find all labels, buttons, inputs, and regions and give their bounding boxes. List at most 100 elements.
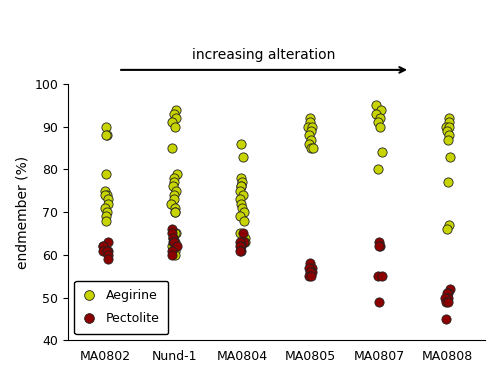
Point	[99, 248, 107, 254]
Point	[102, 192, 110, 198]
Point	[442, 124, 450, 130]
Point	[171, 248, 179, 254]
Point	[168, 248, 176, 254]
Point	[443, 128, 451, 134]
Point	[236, 183, 244, 189]
Point	[304, 141, 312, 147]
Point	[374, 273, 382, 279]
Point	[170, 209, 178, 215]
Point	[169, 183, 177, 189]
Point	[236, 188, 244, 194]
Point	[170, 175, 178, 181]
Point	[236, 239, 244, 245]
Point	[444, 119, 452, 125]
Point	[238, 205, 246, 211]
Point	[307, 128, 315, 134]
Point	[446, 115, 454, 121]
Point	[444, 179, 452, 185]
Point	[444, 294, 452, 301]
Point	[170, 209, 178, 215]
Point	[104, 239, 112, 245]
Point	[307, 145, 315, 151]
Text: increasing alteration: increasing alteration	[192, 48, 336, 62]
Point	[444, 136, 452, 143]
Point	[238, 248, 246, 254]
Point	[236, 201, 244, 207]
Point	[372, 111, 380, 117]
Point	[104, 201, 112, 207]
Point	[172, 231, 180, 237]
Point	[236, 231, 244, 237]
Point	[237, 243, 245, 249]
Point	[168, 252, 176, 258]
Point	[236, 243, 244, 249]
Point	[102, 124, 110, 130]
Point	[168, 119, 176, 125]
Point	[101, 205, 109, 211]
Point	[376, 239, 384, 245]
Point	[241, 239, 249, 245]
Point	[442, 316, 450, 322]
Point	[306, 119, 314, 125]
Point	[446, 132, 454, 138]
Point	[239, 231, 247, 237]
Point	[236, 248, 244, 254]
Point	[170, 192, 178, 198]
Point	[375, 299, 383, 305]
Point	[307, 136, 315, 143]
Point	[378, 149, 386, 155]
Point	[172, 115, 179, 121]
Point	[442, 299, 450, 305]
Point	[445, 124, 453, 130]
Point	[240, 209, 248, 215]
Point	[172, 107, 179, 113]
Point	[104, 196, 112, 202]
Point	[102, 188, 110, 194]
Point	[104, 209, 112, 215]
Point	[304, 124, 312, 130]
Point	[308, 124, 316, 130]
Point	[104, 248, 112, 254]
Point	[168, 231, 176, 237]
Point	[376, 243, 384, 249]
Point	[444, 299, 452, 305]
Point	[100, 243, 108, 249]
Point	[171, 239, 179, 245]
Point	[306, 132, 314, 138]
Point	[376, 124, 384, 130]
Point	[444, 222, 452, 228]
Point	[170, 239, 178, 245]
Point	[306, 115, 314, 121]
Point	[102, 213, 110, 219]
Point	[171, 124, 179, 130]
Point	[309, 145, 317, 151]
Point	[446, 153, 454, 160]
Point	[306, 269, 314, 275]
Point	[241, 235, 249, 241]
Point	[444, 226, 452, 232]
Point	[104, 256, 112, 262]
Point	[100, 243, 108, 249]
Point	[237, 183, 245, 189]
Legend: Aegirine, Pectolite: Aegirine, Pectolite	[74, 280, 168, 334]
Point	[168, 201, 175, 207]
Point	[170, 239, 177, 245]
Point	[240, 192, 248, 198]
Point	[104, 248, 112, 254]
Point	[306, 260, 314, 266]
Point	[170, 205, 178, 211]
Point	[104, 252, 112, 258]
Point	[374, 119, 382, 125]
Point	[102, 132, 110, 138]
Point	[172, 243, 180, 249]
Point	[170, 239, 177, 245]
Point	[377, 107, 385, 113]
Point	[170, 239, 177, 245]
Point	[170, 179, 177, 185]
Point	[102, 218, 110, 224]
Point	[171, 252, 179, 258]
Point	[168, 243, 175, 249]
Point	[172, 170, 180, 177]
Point	[238, 179, 246, 185]
Point	[236, 141, 244, 147]
